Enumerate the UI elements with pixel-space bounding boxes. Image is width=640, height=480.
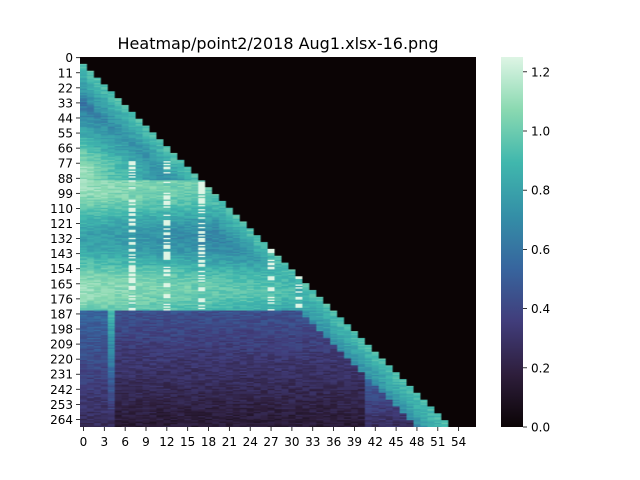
y-tick-label: 176 xyxy=(50,292,73,306)
x-tick-label: 45 xyxy=(388,435,403,449)
x-tick-label: 15 xyxy=(180,435,195,449)
y-tick-label: 220 xyxy=(50,353,73,367)
y-tick-label: 55 xyxy=(58,127,73,141)
y-tick-label: 242 xyxy=(50,383,73,397)
y-tick-label: 22 xyxy=(58,81,73,95)
x-tick-label: 18 xyxy=(201,435,216,449)
colorbar-tick-label: 0.4 xyxy=(531,302,550,316)
colorbar-tick-label: 0.0 xyxy=(531,421,550,435)
x-tick-label: 54 xyxy=(451,435,466,449)
y-tick-label: 0 xyxy=(65,51,73,65)
x-tick-label: 48 xyxy=(409,435,424,449)
x-tick-label: 21 xyxy=(222,435,237,449)
x-tick-label: 42 xyxy=(368,435,383,449)
y-tick-label: 231 xyxy=(50,368,73,382)
y-tick-label: 44 xyxy=(58,111,73,125)
heatmap-grid xyxy=(80,57,476,427)
y-tick-label: 121 xyxy=(50,217,73,231)
x-tick-label: 3 xyxy=(100,435,108,449)
x-tick-label: 30 xyxy=(284,435,299,449)
colorbar-tick-label: 0.2 xyxy=(531,361,550,375)
x-tick-label: 39 xyxy=(347,435,362,449)
x-tick-label: 6 xyxy=(121,435,129,449)
y-tick-label: 198 xyxy=(50,323,73,337)
colorbar-ticks: 0.0 0.2 0.4 0.6 0.8 1.0 1.2 xyxy=(523,65,550,435)
x-tick-label: 36 xyxy=(326,435,341,449)
y-tick-label: 154 xyxy=(50,262,73,276)
x-axis: 0 3 6 9 12 15 18 21 24 27 30 33 36 39 42 45 48 51 54 xyxy=(80,427,466,449)
y-tick-label: 110 xyxy=(50,202,73,216)
x-tick-label: 12 xyxy=(159,435,174,449)
y-tick-label: 165 xyxy=(50,277,73,291)
x-tick-label: 27 xyxy=(263,435,278,449)
colorbar: 0.0 0.2 0.4 0.6 0.8 1.0 1.2 xyxy=(501,57,550,435)
x-tick-label: 33 xyxy=(305,435,320,449)
y-tick-label: 11 xyxy=(58,66,73,80)
y-tick-label: 88 xyxy=(58,172,73,186)
chart-title: Heatmap/point2/2018 Aug1.xlsx-16.png xyxy=(118,34,439,53)
colorbar-gradient xyxy=(501,57,523,427)
y-tick-label: 33 xyxy=(58,96,73,110)
y-tick-label: 132 xyxy=(50,232,73,246)
y-tick-label: 209 xyxy=(50,338,73,352)
x-tick-label: 0 xyxy=(80,435,88,449)
colorbar-tick-label: 1.0 xyxy=(531,125,550,139)
colorbar-tick-label: 0.6 xyxy=(531,243,550,257)
x-tick-label: 51 xyxy=(430,435,445,449)
y-tick-label: 253 xyxy=(50,398,73,412)
x-tick-label: 9 xyxy=(142,435,150,449)
colorbar-tick-label: 1.2 xyxy=(531,65,550,79)
y-tick-label: 66 xyxy=(58,142,73,156)
y-tick-label: 264 xyxy=(50,413,73,427)
y-tick-label: 77 xyxy=(58,157,73,171)
y-tick-label: 187 xyxy=(50,307,73,321)
colorbar-tick-label: 0.8 xyxy=(531,184,550,198)
x-tick-label: 24 xyxy=(243,435,258,449)
y-tick-label: 143 xyxy=(50,247,73,261)
y-tick-label: 99 xyxy=(58,187,73,201)
heatmap-cells xyxy=(80,57,476,427)
